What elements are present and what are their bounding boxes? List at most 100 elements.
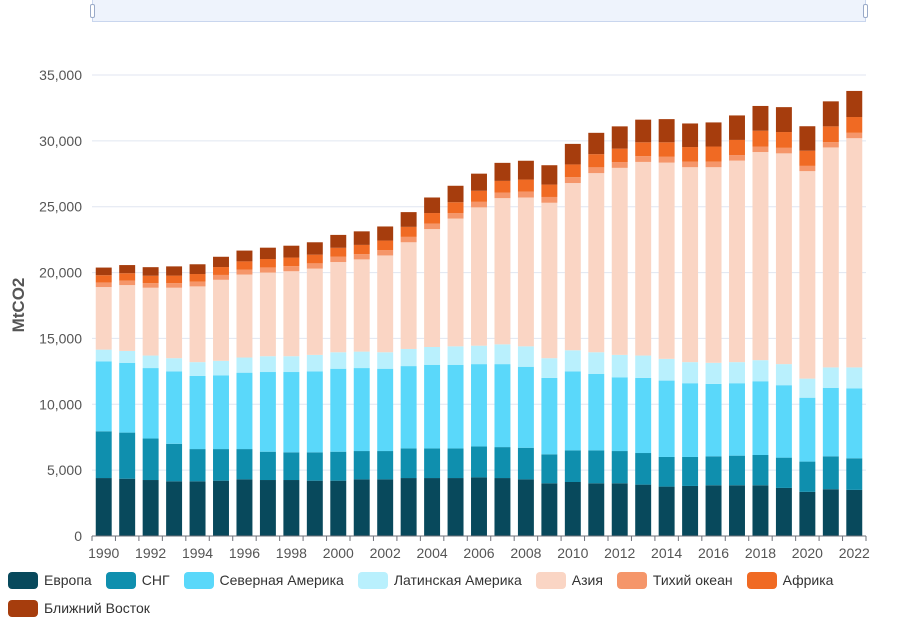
bar-segment[interactable] [189,375,206,450]
legend-item[interactable]: Латинская Америка [357,571,522,589]
bar-segment[interactable] [471,345,487,365]
bar-segment[interactable] [377,451,394,480]
bar-segment[interactable] [377,368,394,452]
bar-segment[interactable] [517,366,534,448]
bar-segment[interactable] [166,287,183,359]
bar-segment[interactable] [236,250,253,262]
bar-segment[interactable] [705,456,722,486]
legend-item[interactable]: Северная Америка [183,571,344,589]
bar-segment[interactable] [259,247,276,260]
bar-segment[interactable] [658,358,675,381]
bar-segment[interactable] [166,443,183,482]
bar-segment[interactable] [846,132,863,139]
bar-segment[interactable] [494,198,511,345]
bar-segment[interactable] [142,283,159,288]
legend-item[interactable]: Африка [746,571,833,589]
bar-segment[interactable] [353,479,370,536]
bar-segment[interactable] [400,478,417,536]
bar-segment[interactable] [494,344,511,365]
zoom-start-handle[interactable] [90,4,95,18]
bar-segment[interactable] [259,267,276,273]
bar-segment[interactable] [377,250,394,256]
bar-segment[interactable] [541,358,558,378]
bar-segment[interactable] [611,354,628,378]
bar-segment[interactable] [517,160,534,180]
bar-segment[interactable] [142,287,159,356]
bar-segment[interactable] [846,367,863,389]
bar-segment[interactable] [330,480,347,536]
bar-segment[interactable] [799,165,816,172]
bar-segment[interactable] [236,261,253,270]
bar-segment[interactable] [283,266,300,272]
bar-segment[interactable] [611,483,628,536]
bar-segment[interactable] [588,450,605,484]
bar-segment[interactable] [799,397,816,462]
bar-segment[interactable] [119,478,136,536]
bar-segment[interactable] [494,192,511,199]
bars[interactable] [95,90,863,536]
bar-segment[interactable] [775,385,792,458]
bar-segment[interactable] [377,352,394,369]
bar-segment[interactable] [494,478,511,536]
bar-segment[interactable] [259,480,276,536]
bar-segment[interactable] [189,286,206,363]
bar-segment[interactable] [705,362,722,384]
bar-segment[interactable] [588,154,605,168]
bar-segment[interactable] [822,147,839,368]
bar-segment[interactable] [424,229,441,347]
bar-segment[interactable] [213,375,229,450]
bar-segment[interactable] [846,90,863,118]
bar-segment[interactable] [213,480,229,536]
bar-segment[interactable] [752,146,769,153]
bar-segment[interactable] [330,247,347,257]
bar-segment[interactable] [166,371,183,444]
bar-segment[interactable] [353,259,370,352]
bar-segment[interactable] [775,107,792,133]
bar-segment[interactable] [353,451,370,480]
bar-segment[interactable] [213,279,229,361]
bar-segment[interactable] [564,143,581,165]
bar-segment[interactable] [729,115,745,140]
bar-segment[interactable] [846,388,863,459]
bar-segment[interactable] [236,274,253,358]
bar-segment[interactable] [400,348,417,367]
bar-segment[interactable] [564,371,581,451]
bar-segment[interactable] [635,119,652,143]
bar-segment[interactable] [471,173,487,191]
bar-segment[interactable] [471,207,487,346]
bar-segment[interactable] [611,377,628,452]
bar-segment[interactable] [541,165,558,185]
bar-segment[interactable] [729,383,745,456]
bar-segment[interactable] [705,383,722,457]
bar-segment[interactable] [471,201,487,208]
bar-segment[interactable] [447,346,464,365]
bar-segment[interactable] [119,265,136,274]
bar-segment[interactable] [142,438,159,481]
bar-segment[interactable] [471,446,487,478]
bar-segment[interactable] [799,491,816,536]
bar-segment[interactable] [447,202,464,214]
bar-segment[interactable] [822,367,839,388]
bar-segment[interactable] [213,274,229,280]
bar-segment[interactable] [119,285,136,351]
bar-segment[interactable] [330,368,347,452]
bar-segment[interactable] [95,282,112,288]
bar-segment[interactable] [822,142,839,148]
bar-segment[interactable] [517,447,534,480]
bar-segment[interactable] [705,161,722,168]
bar-segment[interactable] [424,448,441,479]
bar-segment[interactable] [236,449,253,480]
bar-segment[interactable] [822,126,839,143]
bar-segment[interactable] [682,167,699,363]
bar-segment[interactable] [752,152,769,361]
bar-segment[interactable] [353,368,370,452]
bar-segment[interactable] [564,183,581,351]
bar-segment[interactable] [799,150,816,166]
bar-segment[interactable] [400,448,417,479]
bar-segment[interactable] [377,255,394,353]
bar-segment[interactable] [377,226,394,241]
bar-segment[interactable] [682,383,699,457]
bar-segment[interactable] [330,256,347,263]
bar-segment[interactable] [635,377,652,454]
bar-segment[interactable] [541,377,558,455]
